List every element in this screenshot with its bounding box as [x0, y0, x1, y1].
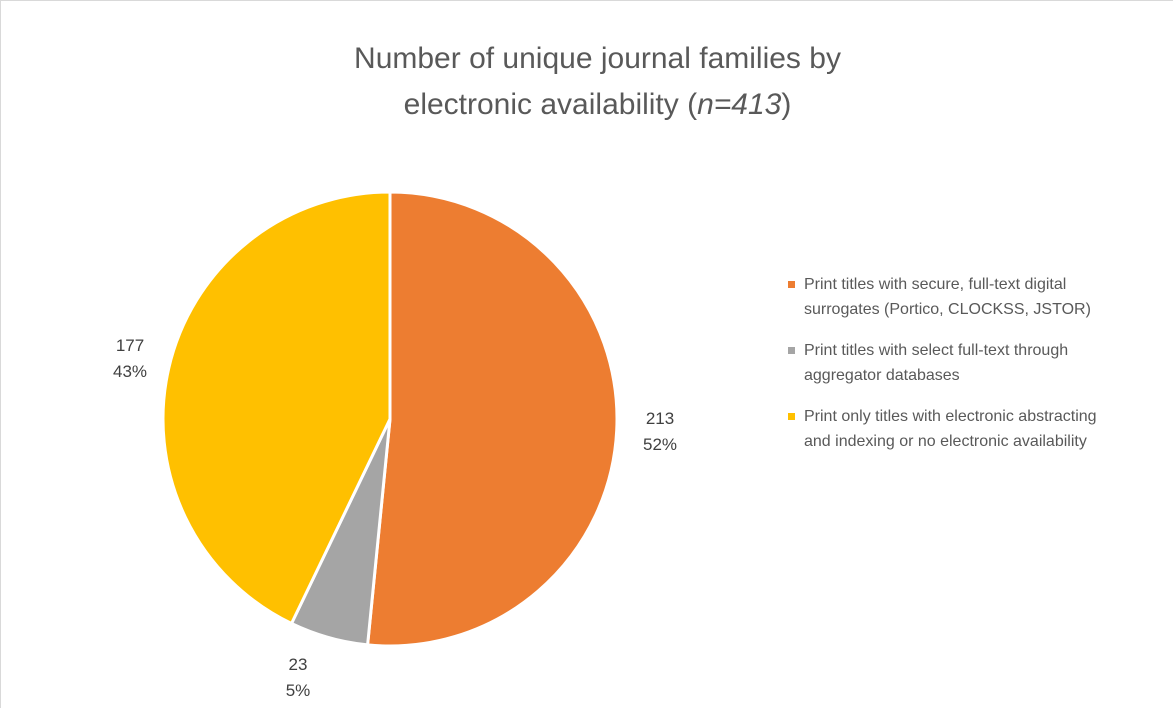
slice-0-percent: 52% — [642, 435, 678, 454]
pie-slice-0 — [365, 190, 619, 648]
slice-2-percent: 43% — [112, 362, 148, 381]
chart-title-n: n=413 — [697, 88, 782, 121]
legend-item-2: Print only titles with electronic abstra… — [788, 404, 1118, 454]
pie-slices — [161, 190, 619, 648]
legend-swatch-2 — [788, 413, 795, 420]
slice-0-value: 213 — [645, 409, 675, 428]
pie-slice-2 — [161, 190, 392, 626]
data-label-slice-0: 213 52% — [630, 406, 690, 458]
legend-label-1: Print titles with select full-text throu… — [804, 342, 1069, 384]
chart-title-line-1: Number of unique journal families by — [354, 42, 841, 75]
slice-1-value: 23 — [288, 655, 308, 674]
chart-title-suffix: ) — [781, 88, 792, 121]
slice-2-value: 177 — [115, 336, 145, 355]
slice-1-percent: 5% — [285, 681, 311, 700]
chart-title: Number of unique journal families by ele… — [0, 36, 1173, 128]
data-label-slice-1: 23 5% — [268, 652, 328, 704]
legend-swatch-0 — [788, 281, 795, 288]
legend-item-1: Print titles with select full-text throu… — [788, 338, 1118, 388]
chart-legend: Print titles with secure, full-text digi… — [788, 272, 1118, 470]
legend-swatch-1 — [788, 347, 795, 354]
chart-title-line-2: electronic availability (n=413) — [0, 82, 1173, 128]
legend-label-0: Print titles with secure, full-text digi… — [804, 276, 1091, 318]
chart-title-prefix: electronic availability ( — [403, 88, 698, 121]
legend-item-0: Print titles with secure, full-text digi… — [788, 272, 1118, 322]
legend-label-2: Print only titles with electronic abstra… — [804, 408, 1097, 450]
data-label-slice-2: 177 43% — [100, 333, 160, 385]
